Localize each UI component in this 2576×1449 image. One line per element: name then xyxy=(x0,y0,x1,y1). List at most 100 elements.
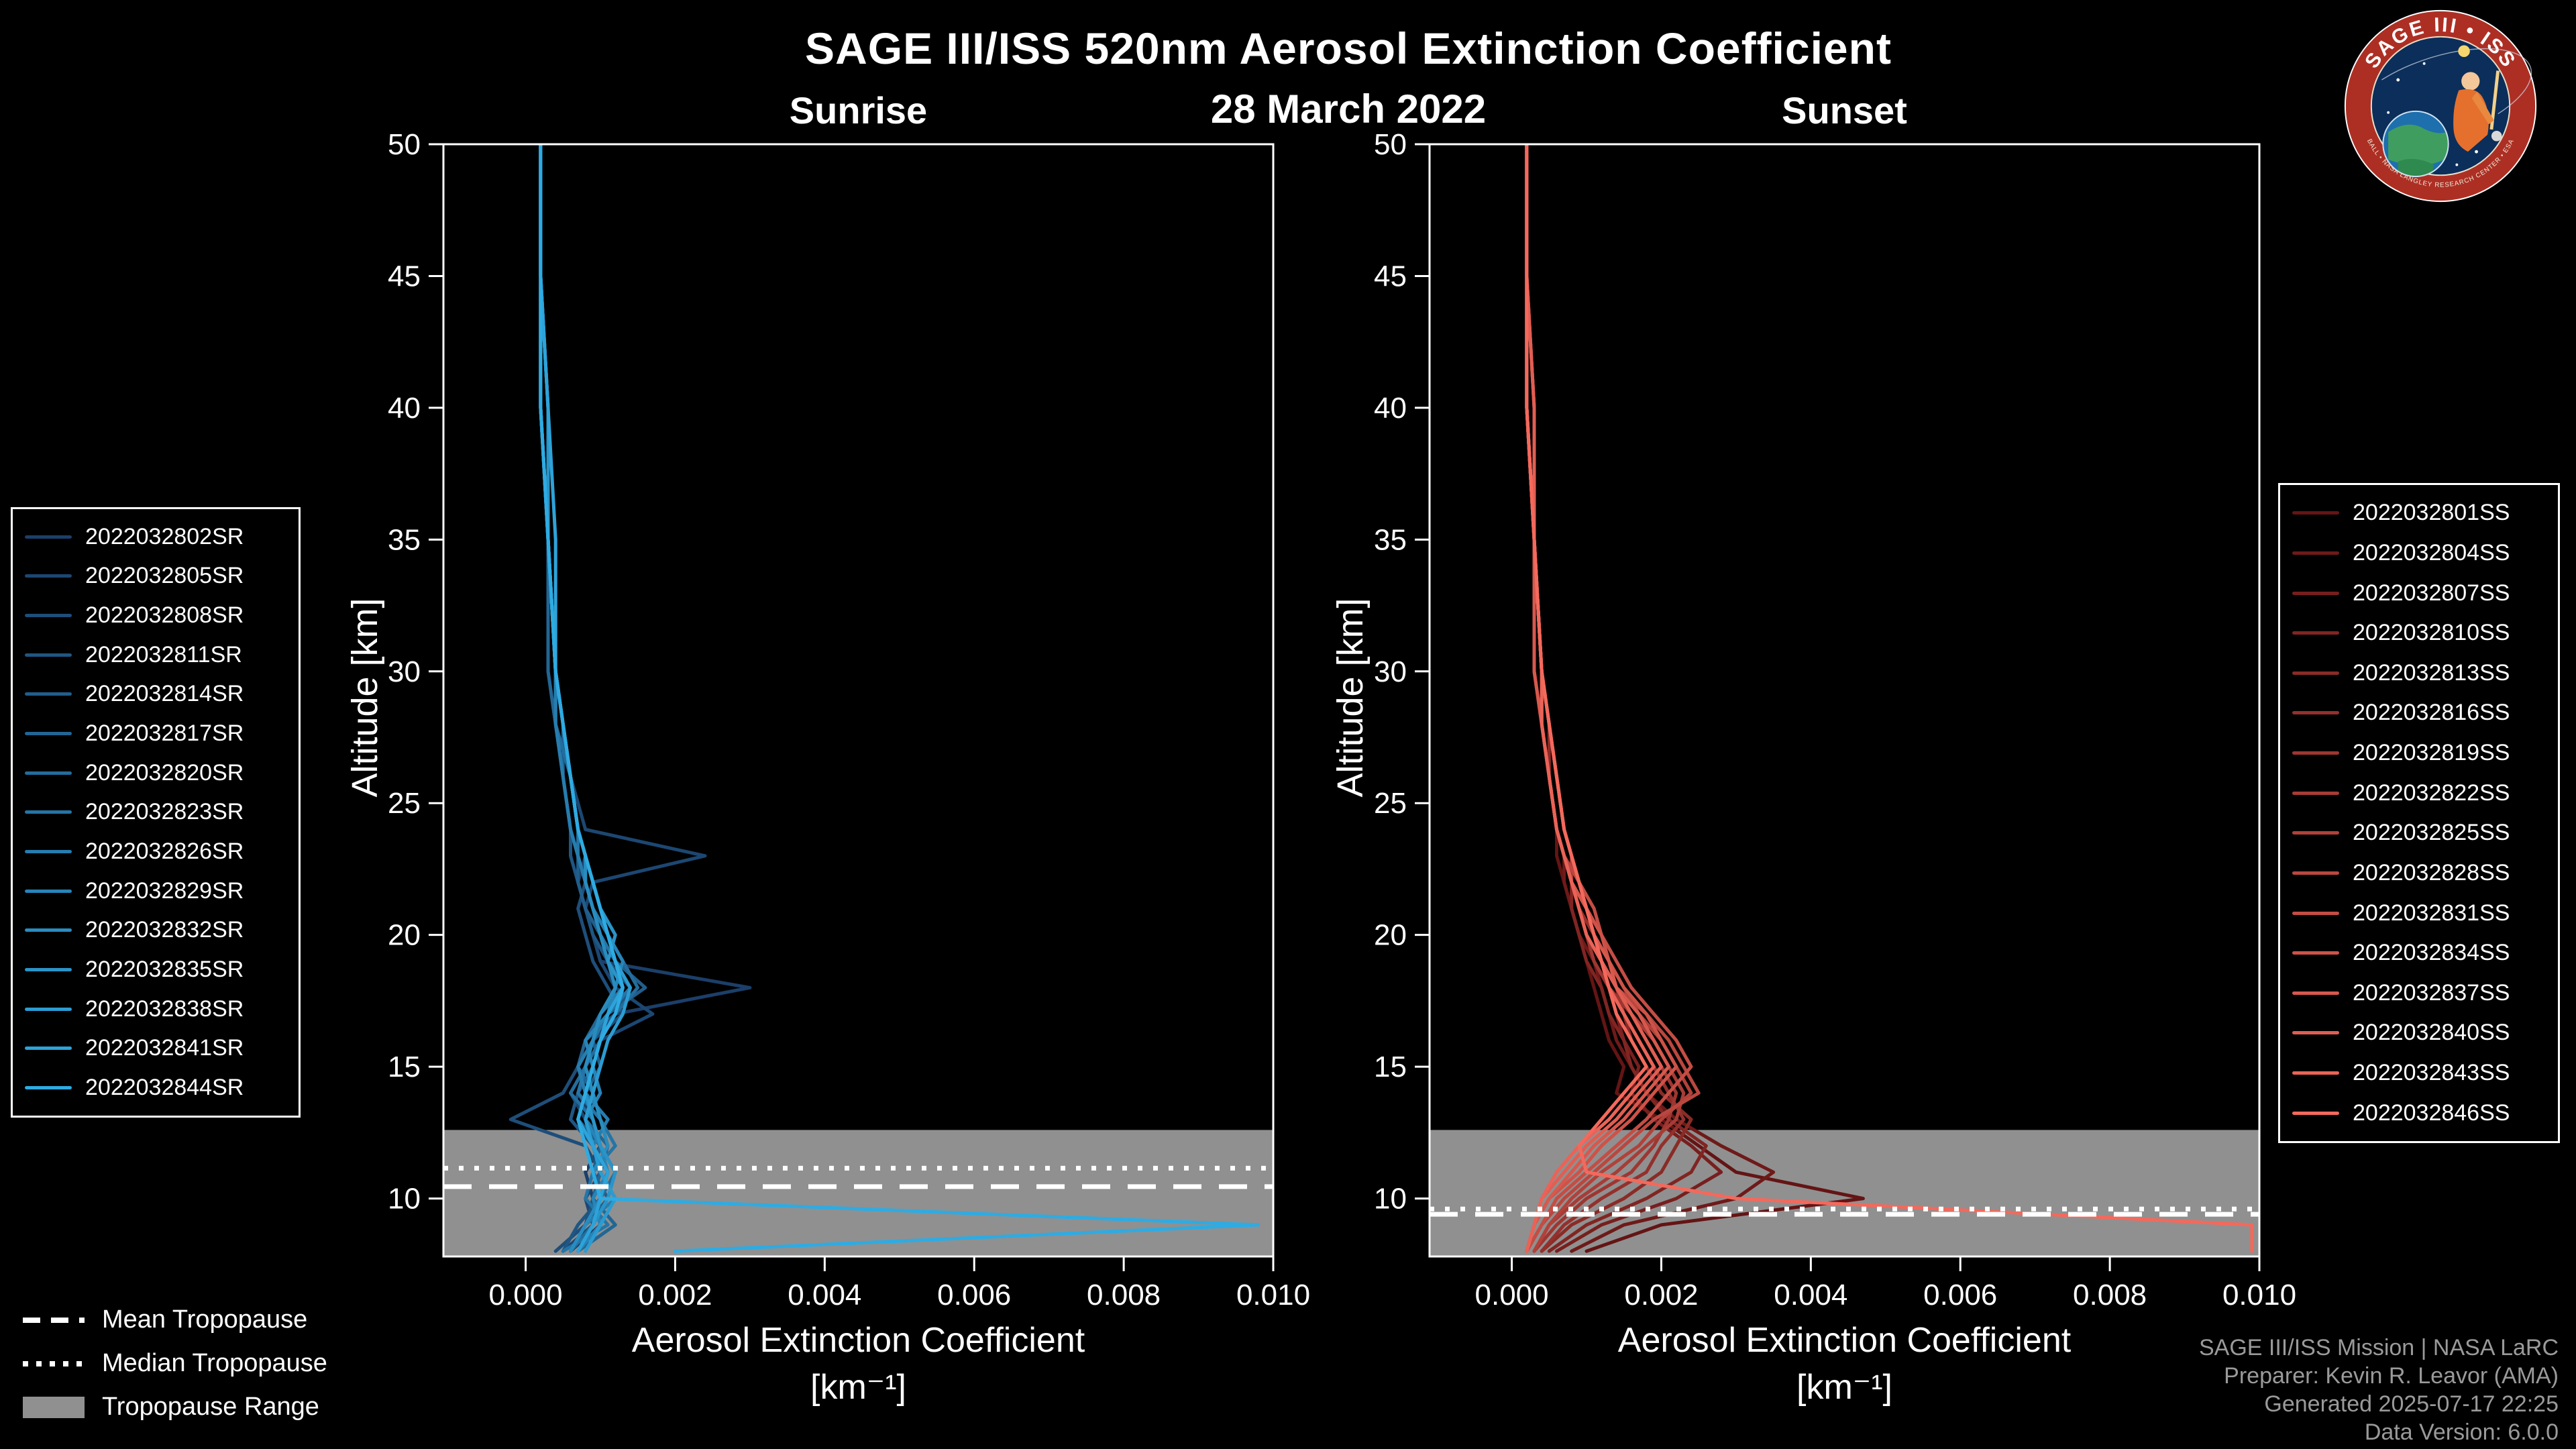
x-tick-label: 0.006 xyxy=(937,1279,1011,1311)
legend-line-swatch xyxy=(2292,831,2339,835)
profile-line-2022032831SS xyxy=(1525,144,1693,1253)
x-tick-label: 0.010 xyxy=(2222,1279,2296,1311)
credits-block: SAGE III/ISS Mission | NASA LaRC Prepare… xyxy=(2199,1334,2559,1446)
median-tropopause-legend-item: Median Tropopause xyxy=(23,1349,327,1378)
y-tick-label: 25 xyxy=(1374,787,1407,820)
legend-line-swatch xyxy=(2292,991,2339,995)
sunrise-legend: 2022032802SR 2022032805SR 2022032808SR 2022… xyxy=(11,507,301,1118)
legend-label: 2022032804SS xyxy=(2353,539,2510,566)
credit-mission: SAGE III/ISS Mission | NASA LaRC xyxy=(2198,1335,2559,1360)
legend-item-2022032840SS: 2022032840SS xyxy=(2292,1020,2546,1046)
legend-label: 2022032844SR xyxy=(85,1075,244,1101)
legend-item-2022032823SR: 2022032823SR xyxy=(25,799,286,825)
legend-line-swatch xyxy=(25,653,72,657)
legend-line-swatch xyxy=(2292,951,2339,955)
legend-label: 2022032811SR xyxy=(85,641,242,667)
page-title: SAGE III/ISS 520nm Aerosol Extinction Co… xyxy=(805,23,1892,73)
legend-item-2022032813SS: 2022032813SS xyxy=(2292,660,2546,686)
legend-line-swatch xyxy=(2292,871,2339,875)
legend-item-2022032825SS: 2022032825SS xyxy=(2292,820,2546,846)
sunrise-x-axis-label: Aerosol Extinction Coefficient xyxy=(631,1321,1085,1360)
credit-generated: Generated 2025-07-17 22:25 xyxy=(2264,1391,2559,1417)
legend-item-2022032820SR: 2022032820SR xyxy=(25,760,286,786)
profile-line-2022032813SS xyxy=(1525,144,1693,1253)
profile-line-2022032846SS xyxy=(1525,144,2254,1253)
legend-item-2022032844SR: 2022032844SR xyxy=(25,1075,286,1101)
legend-line-swatch xyxy=(25,535,72,539)
legend-label: 2022032831SS xyxy=(2353,900,2510,926)
legend-label: 2022032808SR xyxy=(85,602,244,629)
profile-line-2022032807SS xyxy=(1525,144,1723,1253)
legend-label: 2022032813SS xyxy=(2353,659,2510,686)
legend-line-swatch xyxy=(25,1007,72,1011)
x-tick-label: 0.010 xyxy=(1236,1279,1310,1311)
legend-item-2022032828SS: 2022032828SS xyxy=(2292,860,2546,886)
legend-item-2022032835SR: 2022032835SR xyxy=(25,957,286,983)
y-tick-label: 25 xyxy=(388,787,421,820)
legend-item-2022032805SR: 2022032805SR xyxy=(25,563,286,589)
profile-line-2022032837SS xyxy=(1525,144,1671,1253)
sage-iii-iss-logo: SAGE III • ISS BALL • NASA LANGLEY RESEA… xyxy=(2344,9,2537,203)
legend-item-2022032822SS: 2022032822SS xyxy=(2292,780,2546,806)
x-tick-label: 0.008 xyxy=(2073,1279,2147,1311)
legend-line-swatch xyxy=(2292,671,2339,675)
legend-item-2022032804SS: 2022032804SS xyxy=(2292,540,2546,566)
legend-label: 2022032801SS xyxy=(2353,500,2510,526)
sunset-y-axis-label: Altitude [km] xyxy=(1330,598,1371,798)
legend-label: 2022032817SR xyxy=(85,720,244,747)
legend-item-2022032837SS: 2022032837SS xyxy=(2292,980,2546,1006)
date-subtitle: 28 March 2022 xyxy=(1210,87,1487,131)
legend-line-swatch xyxy=(25,928,72,932)
y-tick-label: 10 xyxy=(1374,1183,1407,1216)
legend-label: 2022032810SS xyxy=(2353,620,2510,646)
legend-item-2022032843SS: 2022032843SS xyxy=(2292,1060,2546,1086)
legend-item-2022032829SR: 2022032829SR xyxy=(25,878,286,904)
legend-label: 2022032814SR xyxy=(85,681,244,707)
logo-orbit-line xyxy=(2381,48,2532,115)
tropopause-range-band xyxy=(443,1130,1273,1256)
mean-tropopause-legend-item: Mean Tropopause xyxy=(23,1305,327,1334)
logo-figure-icon xyxy=(2453,70,2500,152)
legend-item-2022032817SR: 2022032817SR xyxy=(25,720,286,747)
profile-line-2022032802SR xyxy=(539,144,752,1253)
legend-label: 2022032841SR xyxy=(85,1035,244,1061)
plot-border xyxy=(442,143,1275,1258)
legend-label: 2022032838SR xyxy=(85,996,244,1022)
credit-preparer: Preparer: Kevin R. Leavor (AMA) xyxy=(2224,1363,2559,1389)
credit-data-version: Data Version: 6.0.0 xyxy=(2364,1419,2559,1445)
sunrise-plot: 10 15 20 25 30 35 40 45 50 0.000 0.002 0.004 0.006 0.… xyxy=(388,128,1310,1311)
legend-line-swatch xyxy=(2292,631,2339,635)
legend-line-swatch xyxy=(25,1046,72,1051)
legend-item-2022032834SS: 2022032834SS xyxy=(2292,940,2546,966)
legend-item-2022032838SR: 2022032838SR xyxy=(25,996,286,1022)
legend-item-2022032832SR: 2022032832SR xyxy=(25,917,286,943)
legend-line-swatch xyxy=(2292,1111,2339,1115)
legend-item-2022032801SS: 2022032801SS xyxy=(2292,500,2546,526)
legend-label: 2022032846SS xyxy=(2353,1099,2510,1126)
profile-line-2022032804SS xyxy=(1525,144,1776,1253)
legend-line-swatch xyxy=(25,614,72,618)
legend-label: 2022032826SR xyxy=(85,839,244,865)
legend-line-swatch xyxy=(2292,1071,2339,1075)
legend-label: 2022032807SS xyxy=(2353,580,2510,606)
y-tick-label: 30 xyxy=(388,655,421,688)
y-tick-label: 45 xyxy=(1374,260,1407,292)
x-tick-label: 0.008 xyxy=(1087,1279,1161,1311)
sunrise-x-axis-units: [km⁻¹] xyxy=(810,1368,906,1407)
y-tick-label: 15 xyxy=(1374,1051,1407,1083)
legend-line-swatch xyxy=(2292,751,2339,755)
plot-border xyxy=(1428,143,2261,1258)
legend-item-2022032810SS: 2022032810SS xyxy=(2292,620,2546,646)
tropopause-legend: Mean Tropopause Median Tropopause Tropop… xyxy=(23,1305,327,1421)
gray-band-swatch xyxy=(23,1396,85,1418)
profile-line-2022032844SR xyxy=(539,144,1260,1253)
legend-label: 2022032829SR xyxy=(85,877,244,904)
legend-line-swatch xyxy=(2292,551,2339,555)
legend-label: 2022032837SS xyxy=(2353,979,2510,1006)
y-tick-label: 35 xyxy=(388,523,421,556)
tropopause-range-legend-item: Tropopause Range xyxy=(23,1393,327,1421)
y-tick-label: 10 xyxy=(388,1183,421,1216)
legend-line-swatch xyxy=(25,574,72,578)
sunset-x-axis-label: Aerosol Extinction Coefficient xyxy=(1617,1321,2072,1360)
